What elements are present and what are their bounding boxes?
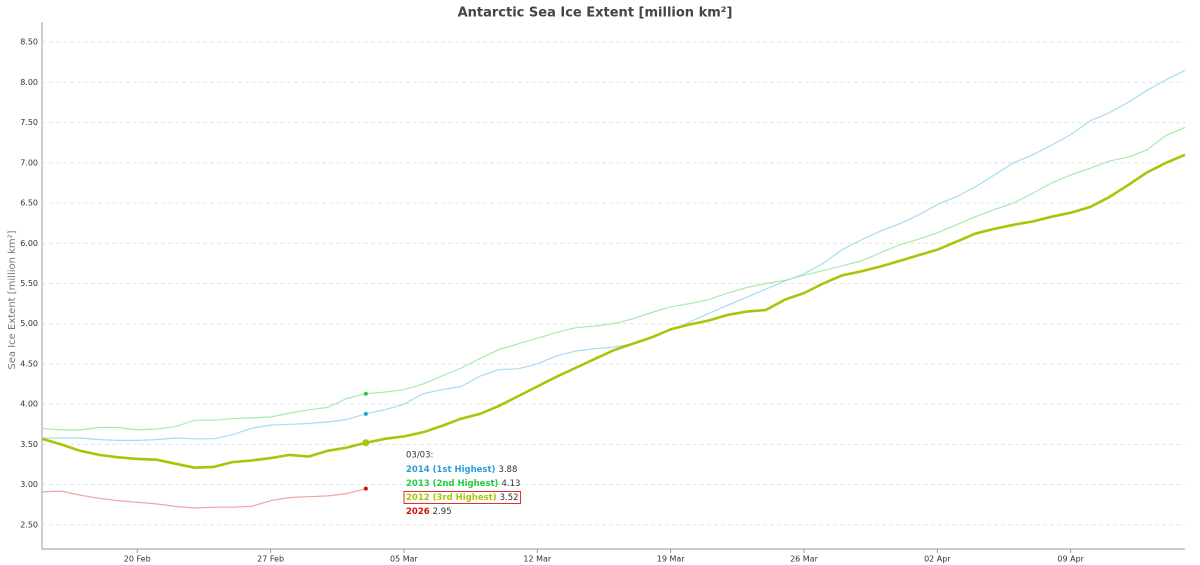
series-line — [41, 488, 366, 509]
tooltip-series: 2012 (3rd Highest) 3.52 — [406, 493, 519, 503]
x-tick-label: 02 Apr — [924, 555, 951, 564]
x-tick-label: 19 Mar — [657, 555, 686, 564]
series-line — [41, 153, 1186, 470]
tooltip-series: 2014 (1st Highest) 3.88 — [406, 465, 517, 475]
tooltip-name: 2012 (3rd Highest) — [406, 493, 497, 503]
y-tick-label: 5.50 — [20, 279, 38, 288]
x-tick-label: 26 Mar — [790, 555, 819, 564]
tooltip-value: 3.52 — [500, 493, 519, 503]
tooltip-name: 2014 (1st Highest) — [406, 465, 496, 475]
hover-marker — [363, 411, 368, 416]
x-tick-label: 20 Feb — [124, 555, 151, 564]
tooltip-value: 3.88 — [498, 465, 517, 475]
x-tick-label: 12 Mar — [523, 555, 552, 564]
y-tick-label: 3.00 — [20, 480, 38, 489]
y-tick-label: 3.50 — [20, 440, 38, 449]
y-tick-label: 8.00 — [20, 78, 38, 87]
y-tick-label: 2.50 — [20, 520, 38, 529]
x-tick-label: 09 Apr — [1057, 555, 1084, 564]
chart-title: Antarctic Sea Ice Extent [million km²] — [458, 6, 733, 21]
y-tick-label: 6.50 — [20, 199, 38, 208]
y-tick-label: 4.00 — [20, 400, 38, 409]
y-tick-label: 5.00 — [20, 319, 38, 328]
tooltip-series: 2026 2.95 — [406, 507, 452, 517]
hover-marker — [363, 486, 368, 491]
tooltip-date: 03/03: — [406, 451, 433, 461]
tooltip-value: 4.13 — [501, 479, 520, 489]
tooltip-series: 2013 (2nd Highest) 4.13 — [406, 479, 520, 489]
x-tick-label: 27 Feb — [257, 555, 284, 564]
y-tick-label: 7.00 — [20, 158, 38, 167]
y-tick-label: 8.50 — [20, 38, 38, 47]
y-tick-label: 7.50 — [20, 118, 38, 127]
y-axis-label: Sea Ice Extent [million km²] — [7, 230, 18, 369]
hover-marker — [362, 439, 370, 447]
series-line — [42, 69, 1186, 441]
x-tick-label: 05 Mar — [390, 555, 419, 564]
series-line — [41, 126, 1186, 431]
y-tick-label: 4.50 — [20, 359, 38, 368]
tooltip-name: 2013 (2nd Highest) — [406, 479, 499, 489]
tooltip-value: 2.95 — [433, 507, 452, 517]
y-tick-label: 6.00 — [20, 239, 38, 248]
hover-marker — [363, 391, 368, 396]
tooltip-name: 2026 — [406, 507, 430, 517]
tooltip-highlight — [403, 491, 522, 504]
